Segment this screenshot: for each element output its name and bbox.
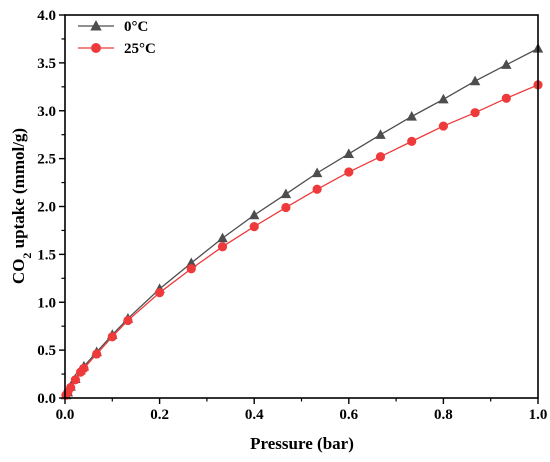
legend-entry: 25°C [78,41,156,57]
data-point-circle [92,349,102,359]
data-point-circle [155,288,165,298]
data-point-triangle [406,110,417,121]
data-point-circle [249,222,259,232]
data-point-triangle [248,209,260,220]
data-point-triangle [375,129,386,139]
data-point-triangle [217,232,228,243]
data-point-circle [217,242,228,252]
y-tick-label: 3.0 [37,104,56,120]
y-tick-label: 0.0 [37,391,56,407]
data-point-circle [186,264,196,274]
x-axis-title: Pressure (bar) [250,434,354,453]
legend-entry: 0°C [78,19,148,35]
plot-area [60,43,544,400]
x-tick-label: 1.0 [529,407,548,423]
x-tick-label: 0.2 [150,407,169,423]
y-tick-label: 2.0 [37,200,56,216]
data-point-triangle [501,59,512,69]
data-point-circle [66,382,76,393]
legend-label: 25°C [124,41,156,57]
data-point-circle [281,202,291,213]
legend: 0°C 25°C [78,19,156,57]
data-point-triangle [343,148,355,158]
y-axis-title-rest: uptake (mmol/g) [9,128,28,253]
x-tick-label: 0.6 [339,407,358,423]
legend-marker-circle [91,43,101,53]
y-axis-title-subscript: 2 [20,253,34,259]
data-point-circle [107,332,117,342]
y-tick-label: 1.5 [37,247,56,263]
data-point-circle [344,167,354,177]
series-25c [61,80,543,400]
y-tick-label: 1.0 [37,295,56,311]
y-tick-label: 2.5 [37,152,56,168]
series-line [65,47,539,396]
axes: 0.0 0.2 0.4 0.6 0.8 1.0 0.0 0.5 1.0 1.5 2.0 2.5 3.0 3… [37,8,547,423]
x-tick-label: 0.0 [56,407,75,423]
y-tick-label: 0.5 [37,343,56,359]
plot-frame [64,14,539,399]
y-tick-label: 4.0 [37,8,56,24]
data-point-circle [79,363,89,373]
legend-marker-triangle [90,20,102,31]
y-axis-title: CO2 uptake (mmol/g) [9,128,34,284]
series-line [65,84,539,396]
data-point-circle [407,136,417,146]
series-0c [60,43,544,400]
data-point-circle [501,93,511,103]
data-point-circle [438,121,448,131]
x-tick-label: 0.4 [245,407,264,423]
data-point-triangle [186,257,197,268]
legend-label: 0°C [124,19,148,35]
data-point-circle [70,375,81,385]
data-point-triangle [438,93,449,104]
data-point-triangle [311,167,323,178]
data-point-circle [312,184,322,194]
data-point-circle [470,108,480,118]
x-tick-label: 0.8 [434,407,453,423]
data-point-triangle [469,75,481,86]
data-point-triangle [280,188,292,199]
y-axis-title-main: CO [9,259,28,285]
data-point-circle [123,315,133,326]
data-point-circle [375,152,386,162]
y-tick-label: 3.5 [37,56,56,72]
